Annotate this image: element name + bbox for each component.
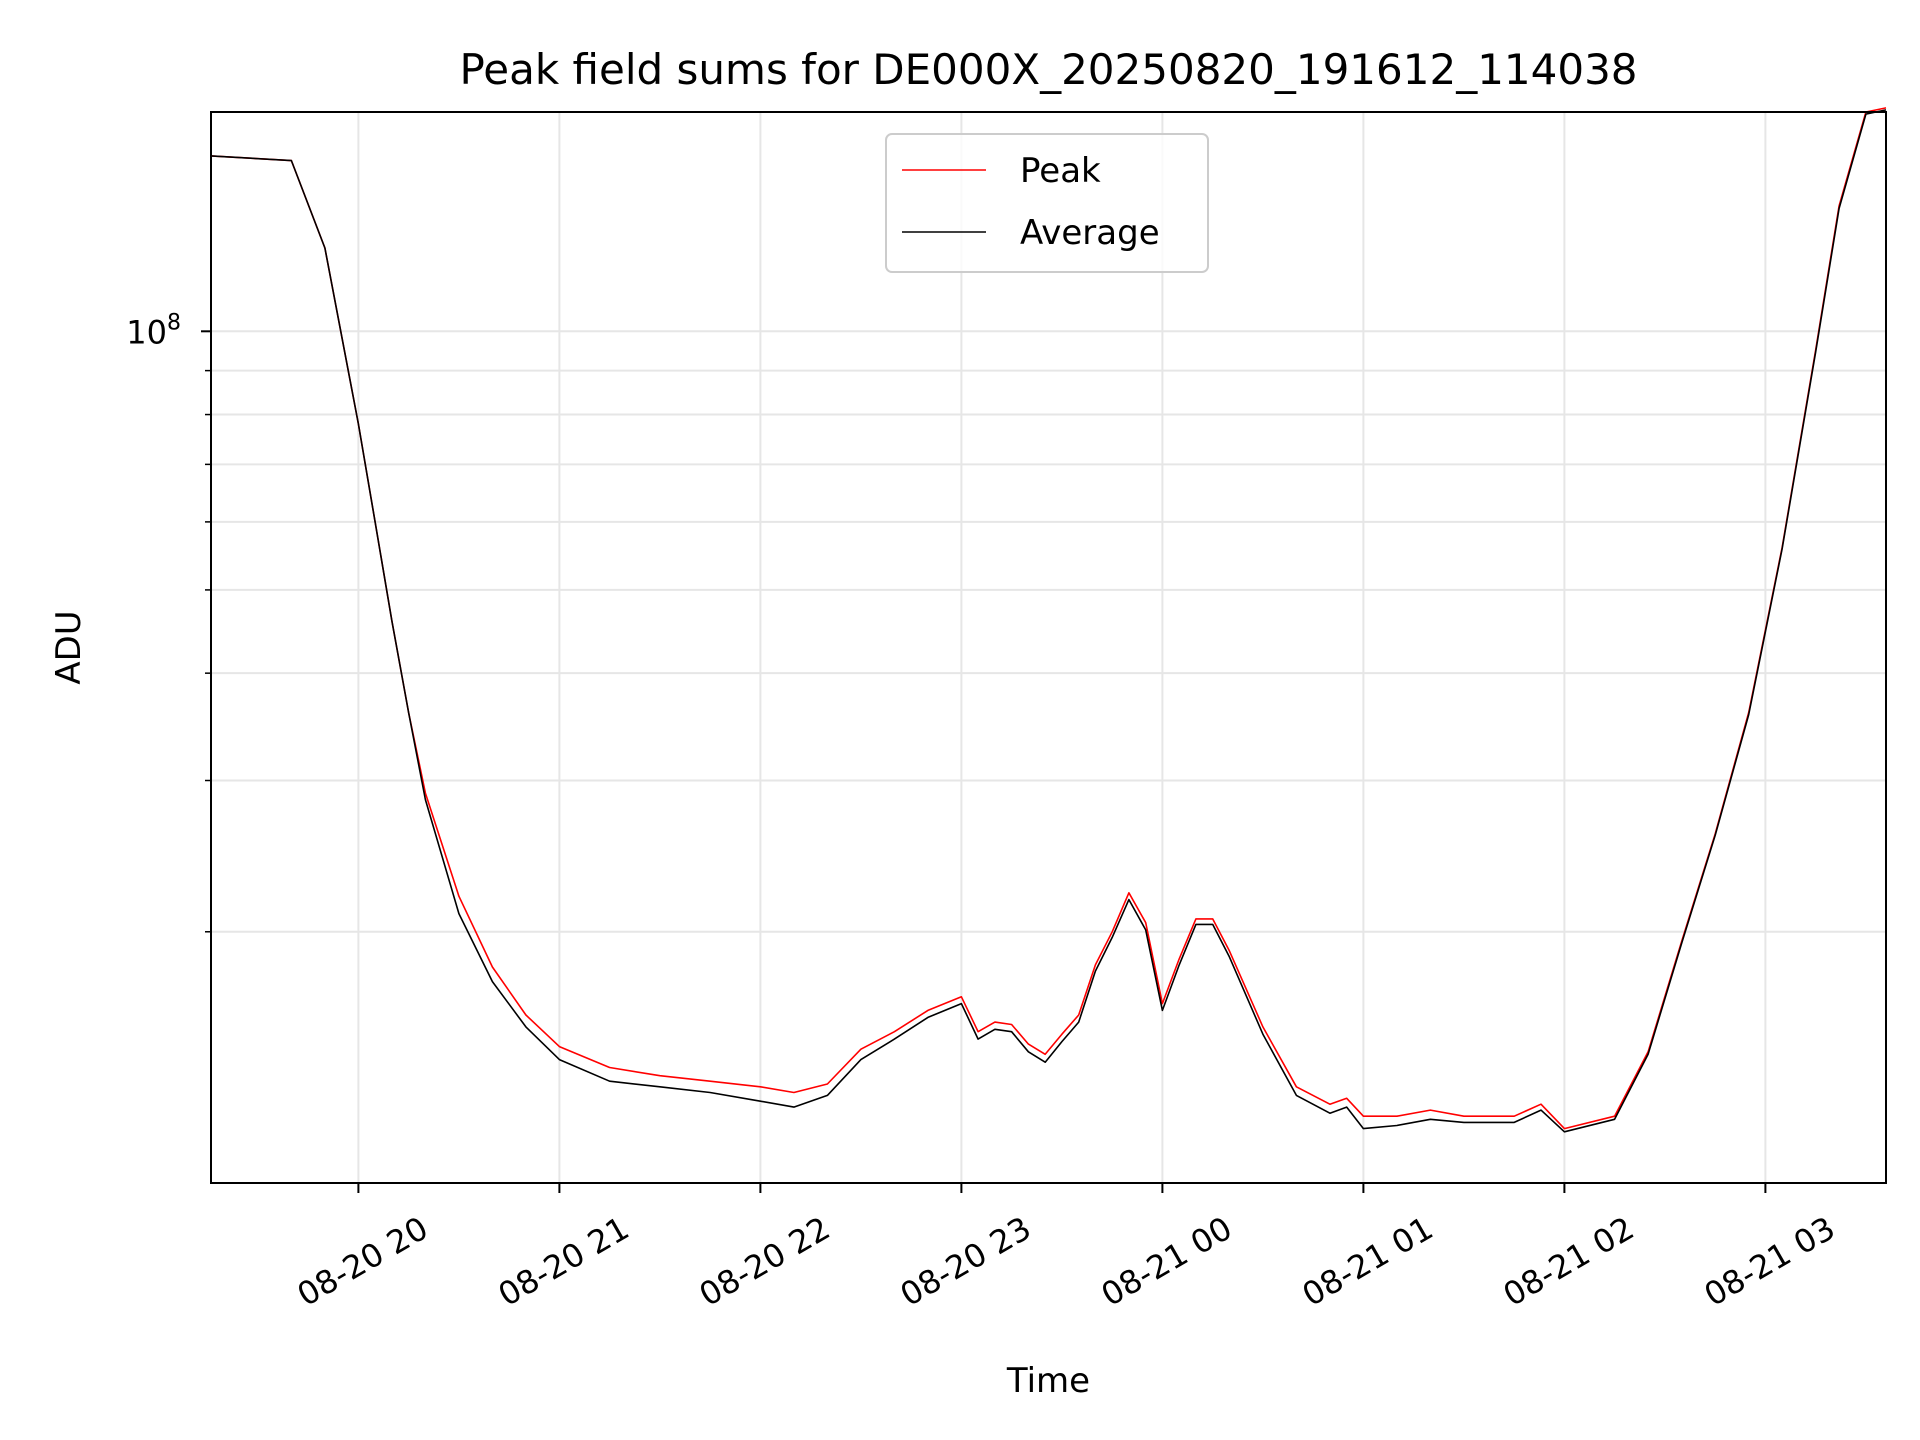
legend-label-average: Average — [1020, 213, 1160, 253]
x-axis-label: Time — [1006, 1361, 1090, 1401]
series-line-average — [210, 109, 1887, 1133]
legend: Peak Average — [885, 133, 1209, 273]
y-tick-base: 10 — [126, 313, 167, 351]
legend-label-peak: Peak — [1020, 151, 1101, 191]
legend-box — [885, 133, 1209, 273]
grid — [211, 112, 1886, 1183]
y-axis-ticks: 108 — [126, 310, 211, 933]
axes — [210, 111, 1887, 1184]
plot-frame — [210, 111, 1887, 1184]
series-line-peak — [210, 107, 1887, 1130]
y-tick-label: 108 — [126, 310, 181, 351]
y-axis-label: ADU — [49, 610, 89, 684]
chart-title: Peak field sums for DE000X_20250820_1916… — [459, 45, 1637, 94]
series-layer — [210, 107, 1887, 1133]
y-tick-exponent: 8 — [167, 310, 181, 335]
